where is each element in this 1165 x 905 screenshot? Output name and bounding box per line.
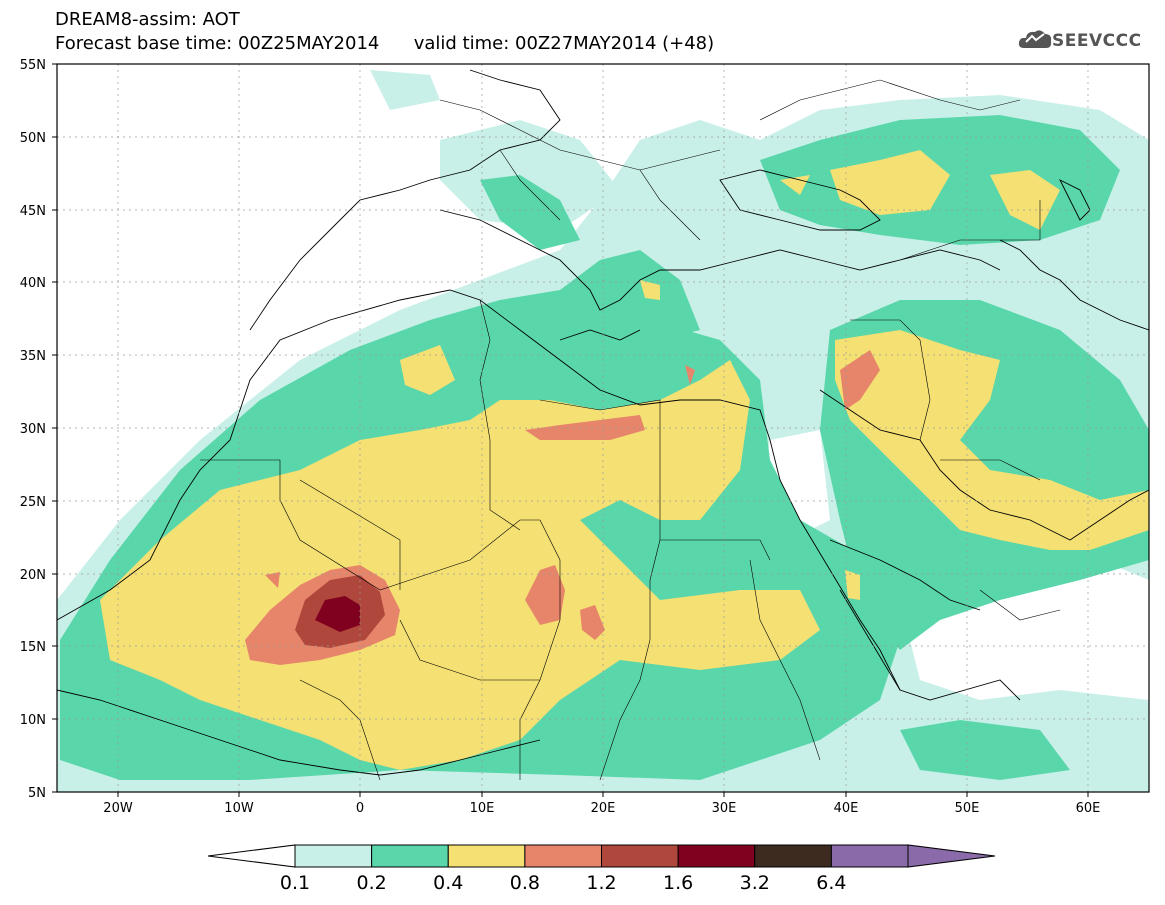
colorbar-tick-label: 3.2 — [739, 872, 770, 894]
colorbar-segment — [371, 844, 449, 868]
lon-label: 40E — [834, 801, 859, 816]
lon-label: 20W — [103, 801, 133, 816]
colorbar-tick-label: 0.4 — [433, 872, 464, 894]
colorbar-tick-label: 6.4 — [816, 872, 847, 894]
lat-label: 50N — [20, 131, 46, 146]
colorbar-segment — [754, 844, 832, 868]
lon-label: 30E — [712, 801, 737, 816]
colorbar-segment — [830, 844, 909, 868]
colorbar-tick-label: 0.1 — [279, 872, 311, 894]
colorbar-tick-label: 0.8 — [509, 872, 540, 894]
lat-label: 40N — [20, 276, 46, 291]
colorbar-tick-label: 1.2 — [586, 872, 617, 894]
colorbar-tick-label: 1.6 — [663, 872, 694, 894]
lat-label: 25N — [20, 495, 46, 510]
colorbar-segment — [524, 844, 602, 868]
lon-labels: 20W 10W 0 10E 20E 30E 40E 50E 60E — [103, 801, 1100, 816]
lat-labels: 55N 50N 45N 40N 35N 30N 25N 20N 15N 10N … — [20, 58, 46, 801]
map-title: DREAM8-assim: AOT — [55, 9, 240, 30]
lat-label: 45N — [20, 204, 46, 219]
colorbar-segment — [601, 844, 679, 868]
colorbar — [207, 844, 996, 868]
lat-label: 55N — [20, 58, 46, 73]
lon-label: 10W — [224, 801, 254, 816]
lon-label: 0 — [356, 801, 364, 816]
map-grid — [57, 64, 1149, 792]
cloud-icon — [1018, 30, 1052, 48]
lon-label: 20E — [591, 801, 616, 816]
colorbar-upper-arrow — [907, 844, 996, 868]
colorbar-segment — [294, 844, 373, 868]
colorbar-tick-label: 0.2 — [356, 872, 387, 894]
lat-label: 10N — [20, 713, 46, 728]
colorbar-segment — [677, 844, 756, 868]
lat-label: 30N — [20, 422, 46, 437]
logo-text: SEEVCCC — [1052, 31, 1142, 51]
lat-label: 15N — [20, 640, 46, 655]
forecast-times: Forecast base time: 00Z25MAY2014 valid t… — [55, 34, 714, 54]
lat-label: 5N — [28, 786, 46, 801]
lon-label: 50E — [955, 801, 980, 816]
lat-label: 20N — [20, 568, 46, 583]
coastlines — [57, 69, 1149, 776]
lon-label: 60E — [1076, 801, 1101, 816]
lat-label: 35N — [20, 349, 46, 364]
base-time-label: Forecast base time: 00Z25MAY2014 — [55, 33, 380, 54]
country-borders — [200, 79, 1061, 781]
colorbar-segment — [447, 844, 526, 868]
valid-time-label: valid time: 00Z27MAY2014 (+48) — [413, 33, 715, 54]
lon-label: 10E — [470, 801, 495, 816]
colorbar-lower-arrow — [207, 844, 296, 868]
axis-ticks — [52, 63, 1089, 797]
